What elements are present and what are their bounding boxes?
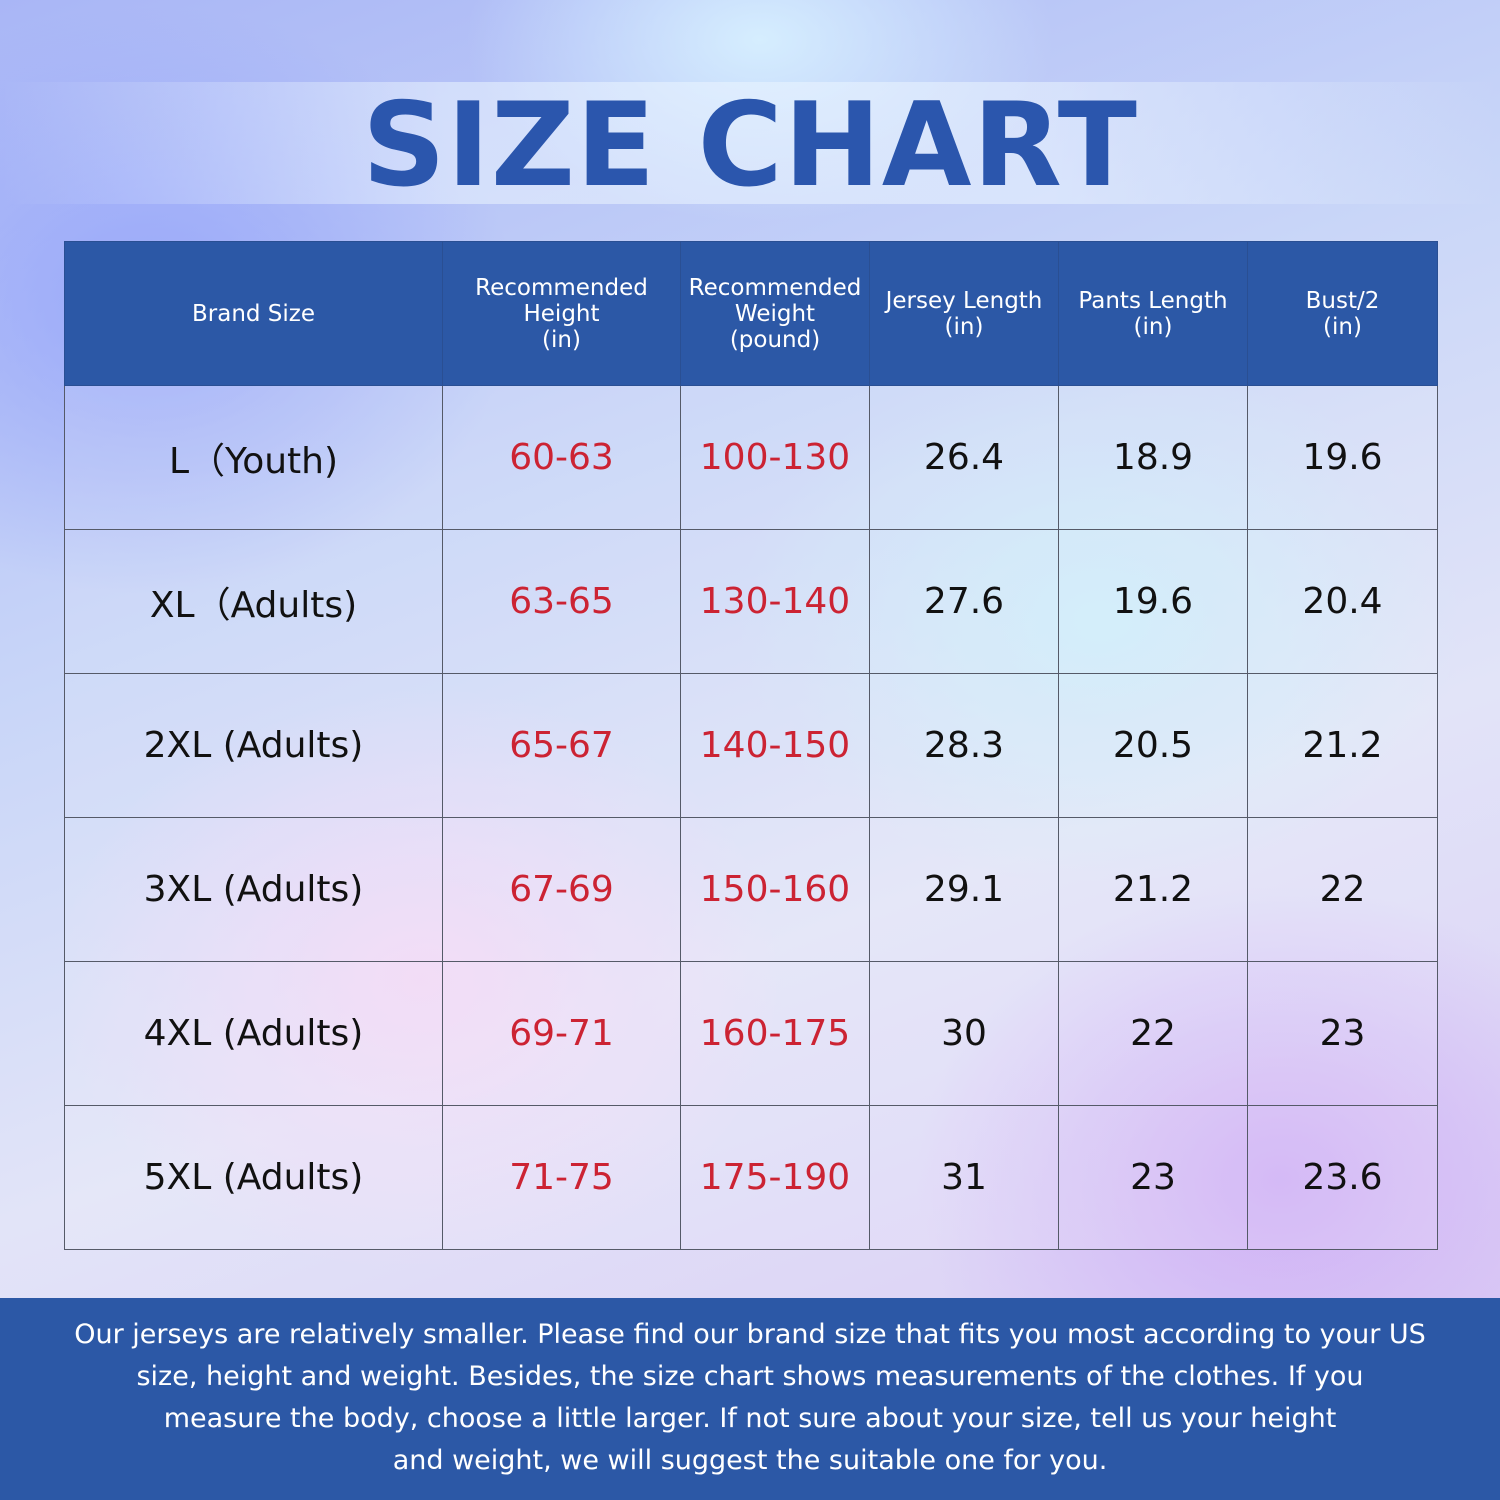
header-brand-size: Brand Size: [65, 242, 443, 386]
footer-line: and weight, we will suggest the suitable…: [20, 1440, 1480, 1482]
brand-size-cell: 2XL (Adults): [65, 674, 443, 818]
height-cell: 67-69: [443, 818, 681, 962]
height-cell: 63-65: [443, 530, 681, 674]
header-pants-length: Pants Length (in): [1059, 242, 1248, 386]
header-bust-half: Bust/2 (in): [1248, 242, 1438, 386]
brand-size-cell: 3XL (Adults): [65, 818, 443, 962]
bust-cell: 19.6: [1248, 386, 1438, 530]
table-row: 4XL (Adults) 69-71 160-175 30 22 23: [65, 962, 1438, 1106]
bust-cell: 22: [1248, 818, 1438, 962]
footer-line: measure the body, choose a little larger…: [20, 1398, 1480, 1440]
bust-cell: 20.4: [1248, 530, 1438, 674]
jersey-length-cell: 26.4: [870, 386, 1059, 530]
header-line: Recommended: [443, 275, 680, 301]
height-cell: 71-75: [443, 1106, 681, 1250]
bust-cell: 23.6: [1248, 1106, 1438, 1250]
brand-size-cell: 4XL (Adults): [65, 962, 443, 1106]
brand-size-cell: XL（Adults): [65, 530, 443, 674]
header-line: (in): [870, 314, 1058, 340]
size-chart-table: Brand Size Recommended Height (in) Recom…: [64, 241, 1438, 1250]
table-header-row: Brand Size Recommended Height (in) Recom…: [65, 242, 1438, 386]
bust-cell: 23: [1248, 962, 1438, 1106]
pants-length-cell: 18.9: [1059, 386, 1248, 530]
pants-length-cell: 19.6: [1059, 530, 1248, 674]
header-recommended-height: Recommended Height (in): [443, 242, 681, 386]
brand-size-cell: L（Youth): [65, 386, 443, 530]
page-title: SIZE CHART: [0, 88, 1500, 204]
header-line: Bust/2: [1248, 288, 1437, 314]
footer-line: Our jerseys are relatively smaller. Plea…: [20, 1314, 1480, 1356]
weight-cell: 175-190: [681, 1106, 870, 1250]
header-line: Brand Size: [65, 301, 442, 327]
pants-length-cell: 23: [1059, 1106, 1248, 1250]
table-row: L（Youth) 60-63 100-130 26.4 18.9 19.6: [65, 386, 1438, 530]
pants-length-cell: 22: [1059, 962, 1248, 1106]
header-line: Recommended: [681, 275, 869, 301]
pants-length-cell: 21.2: [1059, 818, 1248, 962]
header-line: Weight: [681, 301, 869, 327]
header-line: (in): [1248, 314, 1437, 340]
pants-length-cell: 20.5: [1059, 674, 1248, 818]
jersey-length-cell: 31: [870, 1106, 1059, 1250]
weight-cell: 130-140: [681, 530, 870, 674]
header-jersey-length: Jersey Length (in): [870, 242, 1059, 386]
height-cell: 69-71: [443, 962, 681, 1106]
bust-cell: 21.2: [1248, 674, 1438, 818]
brand-size-cell: 5XL (Adults): [65, 1106, 443, 1250]
weight-cell: 160-175: [681, 962, 870, 1106]
table-row: 3XL (Adults) 67-69 150-160 29.1 21.2 22: [65, 818, 1438, 962]
header-line: Jersey Length: [870, 288, 1058, 314]
weight-cell: 140-150: [681, 674, 870, 818]
weight-cell: 150-160: [681, 818, 870, 962]
jersey-length-cell: 30: [870, 962, 1059, 1106]
header-line: (in): [1059, 314, 1247, 340]
table-row: 5XL (Adults) 71-75 175-190 31 23 23.6: [65, 1106, 1438, 1250]
header-line: (in): [443, 327, 680, 353]
header-line: (pound): [681, 327, 869, 353]
table-row: 2XL (Adults) 65-67 140-150 28.3 20.5 21.…: [65, 674, 1438, 818]
jersey-length-cell: 29.1: [870, 818, 1059, 962]
header-line: Pants Length: [1059, 288, 1247, 314]
jersey-length-cell: 27.6: [870, 530, 1059, 674]
header-line: Height: [443, 301, 680, 327]
table-row: XL（Adults) 63-65 130-140 27.6 19.6 20.4: [65, 530, 1438, 674]
height-cell: 60-63: [443, 386, 681, 530]
weight-cell: 100-130: [681, 386, 870, 530]
jersey-length-cell: 28.3: [870, 674, 1059, 818]
height-cell: 65-67: [443, 674, 681, 818]
footer-note: Our jerseys are relatively smaller. Plea…: [20, 1314, 1480, 1482]
header-recommended-weight: Recommended Weight (pound): [681, 242, 870, 386]
footer-line: size, height and weight. Besides, the si…: [20, 1356, 1480, 1398]
